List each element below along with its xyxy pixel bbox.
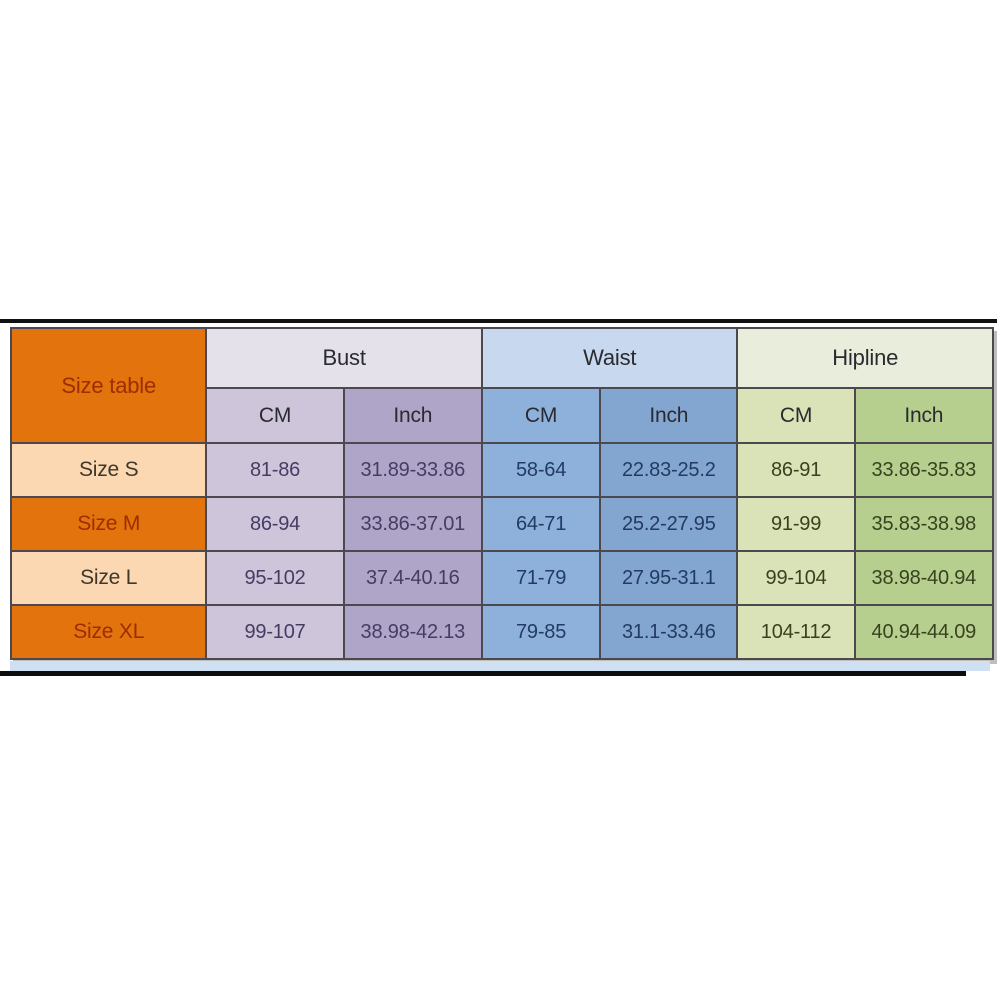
corner-title-cell: Size table bbox=[9, 327, 208, 444]
cell-xl-hipline-cm: 104-112 bbox=[736, 604, 856, 660]
cell-l-waist-cm: 71-79 bbox=[480, 550, 602, 606]
cell-l-waist-inch: 27.95-31.1 bbox=[599, 550, 739, 606]
cell-xl-hipline-inch: 40.94-44.09 bbox=[853, 604, 995, 660]
table-underline-strip bbox=[10, 661, 990, 671]
cell-m-bust-cm: 86-94 bbox=[205, 496, 345, 552]
row-label-size-s: Size S bbox=[9, 442, 208, 498]
size-chart-table: Size table Bust Waist Hipline CM Inch CM… bbox=[9, 327, 995, 660]
cell-xl-waist-cm: 79-85 bbox=[480, 604, 602, 660]
row-label-size-m: Size M bbox=[9, 496, 208, 552]
cell-m-hipline-cm: 91-99 bbox=[736, 496, 856, 552]
table-row-size-m: Size M 86-94 33.86-37.01 64-71 25.2-27.9… bbox=[9, 496, 995, 552]
subheader-bust-inch: Inch bbox=[342, 387, 483, 444]
cell-l-hipline-inch: 38.98-40.94 bbox=[853, 550, 995, 606]
row-label-size-xl: Size XL bbox=[9, 604, 208, 660]
top-divider-line bbox=[0, 319, 997, 323]
cell-s-waist-cm: 58-64 bbox=[480, 442, 602, 498]
subheader-hipline-inch: Inch bbox=[853, 387, 995, 444]
subheader-bust-cm: CM bbox=[205, 387, 345, 444]
table-row-size-xl: Size XL 99-107 38.98-42.13 79-85 31.1-33… bbox=[9, 604, 995, 660]
cell-l-hipline-cm: 99-104 bbox=[736, 550, 856, 606]
row-label-size-l: Size L bbox=[9, 550, 208, 606]
group-header-waist: Waist bbox=[480, 327, 739, 389]
subheader-waist-inch: Inch bbox=[599, 387, 739, 444]
cell-s-bust-inch: 31.89-33.86 bbox=[342, 442, 483, 498]
header-unit-row: CM Inch CM Inch CM Inch bbox=[11, 387, 995, 444]
cell-s-waist-inch: 22.83-25.2 bbox=[599, 442, 739, 498]
cell-m-waist-inch: 25.2-27.95 bbox=[599, 496, 739, 552]
cell-m-waist-cm: 64-71 bbox=[480, 496, 602, 552]
cell-l-bust-inch: 37.4-40.16 bbox=[342, 550, 483, 606]
cell-xl-waist-inch: 31.1-33.46 bbox=[599, 604, 739, 660]
group-header-bust: Bust bbox=[205, 327, 483, 389]
cell-m-bust-inch: 33.86-37.01 bbox=[342, 496, 483, 552]
subheader-hipline-cm: CM bbox=[736, 387, 856, 444]
table-row-size-s: Size S 81-86 31.89-33.86 58-64 22.83-25.… bbox=[9, 442, 995, 498]
bottom-divider-line bbox=[0, 671, 966, 676]
header-group-row: Size table Bust Waist Hipline bbox=[9, 327, 994, 444]
cell-s-hipline-inch: 33.86-35.83 bbox=[853, 442, 995, 498]
cell-xl-bust-cm: 99-107 bbox=[205, 604, 345, 660]
table-row-size-l: Size L 95-102 37.4-40.16 71-79 27.95-31.… bbox=[9, 550, 995, 606]
cell-m-hipline-inch: 35.83-38.98 bbox=[853, 496, 995, 552]
cell-s-bust-cm: 81-86 bbox=[205, 442, 345, 498]
cell-xl-bust-inch: 38.98-42.13 bbox=[342, 604, 483, 660]
group-header-hipline: Hipline bbox=[736, 327, 994, 389]
cell-s-hipline-cm: 86-91 bbox=[736, 442, 856, 498]
subheader-waist-cm: CM bbox=[480, 387, 602, 444]
cell-l-bust-cm: 95-102 bbox=[205, 550, 345, 606]
